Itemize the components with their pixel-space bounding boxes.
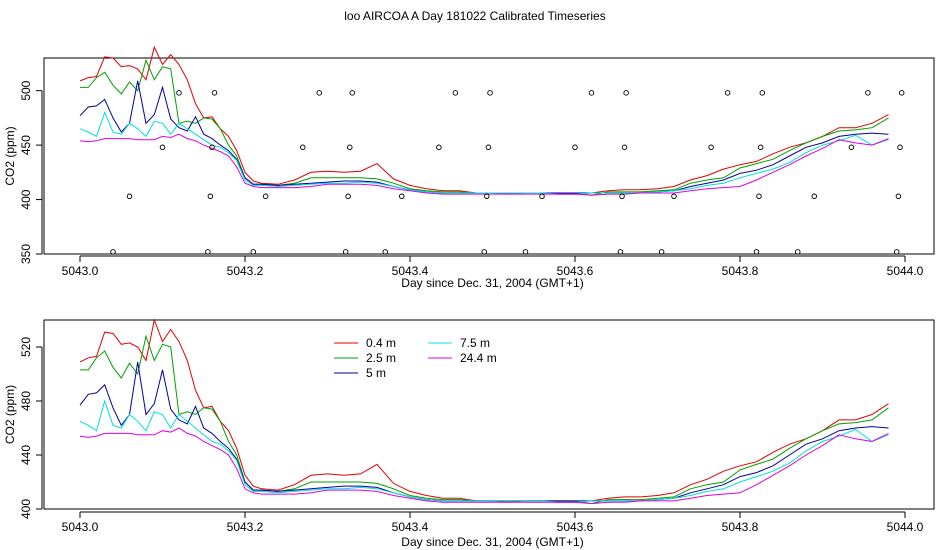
marker-point [756,193,762,200]
y-axis-label: CO2 (ppm) [3,126,17,185]
y-tick-label: 440 [19,445,33,465]
marker-point [588,90,595,96]
marker-point [724,90,731,96]
marker-point [481,249,488,255]
x-axis-label: Day since Dec. 31, 2004 (GMT+1) [401,276,583,290]
marker-point [757,144,764,151]
x-tick-label: 5043.0 [62,520,99,534]
marker-point [894,249,900,255]
series-line-5-m [79,361,889,502]
x-tick-label: 5043.0 [62,264,99,278]
marker-point [865,90,871,96]
marker-point [897,144,903,151]
y-tick-label: 500 [19,80,33,100]
y-tick-label: 350 [19,244,33,264]
x-tick-label: 5043.2 [227,520,264,534]
marker-point [382,249,389,255]
panel-2: 5043.0 5043.2 5043.4 5043.6 5043.8 5044.0 Day … [3,318,935,549]
legend: 0.4 m2.5 m5 m 7.5 m24.4 m [334,336,497,380]
series-line-2-5-m [80,334,889,505]
marker-point [436,144,442,151]
x-tick-label: 5043.6 [557,264,594,278]
series-line-2-5-m [80,58,889,196]
plot-frame [43,57,935,255]
marker-point [452,90,459,96]
y-tick-label: 400 [19,499,33,519]
plot-frame [43,319,935,510]
marker-point [621,144,628,151]
series-line-24-4-m [79,427,889,505]
marker-point [209,144,215,151]
marker-point [759,90,766,96]
marker-point [485,144,492,151]
series-line-5-m [79,80,889,194]
legend-label: 0.4 m [366,336,396,350]
series-line-0-4-m [79,318,889,503]
marker-point [262,193,269,200]
y-tick-label: 480 [19,391,33,411]
y-tick-label: 520 [19,337,33,357]
marker-point [895,193,902,200]
series-line-24-4-m [79,133,889,196]
panel-1: 5043.0 5043.2 5043.4 5043.6 5043.8 5044.0 Day … [3,45,935,290]
marker-point [316,90,323,96]
marker-point [349,90,356,96]
marker-point [176,90,182,96]
marker-point [617,249,624,255]
marker-point [671,193,677,200]
marker-point [483,193,490,200]
x-tick-label: 5043.4 [392,520,429,534]
series-line-7-5-m [79,399,889,503]
marker-point [848,144,855,151]
marker-point [522,249,529,255]
x-tick-label: 5043.8 [722,264,759,278]
marker-point [211,90,218,96]
legend-label: 5 m [366,366,386,380]
marker-point [811,193,818,200]
y-tick-label: 400 [19,189,33,209]
marker-point [250,249,256,255]
marker-point [658,249,665,255]
marker-point [623,90,629,96]
marker-point [708,144,714,151]
y-tick-label: 450 [19,135,33,155]
marker-point [539,193,545,200]
series-line-0-4-m [79,45,889,195]
x-tick-label: 5043.4 [392,264,429,278]
marker-point [619,193,625,200]
marker-point [347,144,353,151]
marker-point [300,144,306,151]
series-line-7-5-m [79,110,889,195]
marker-point [487,90,493,96]
y-axis-label: CO2 (ppm) [3,385,17,444]
marker-point [342,249,349,255]
marker-point [753,249,760,255]
marker-point [345,193,351,200]
marker-point [205,249,211,255]
marker-point [572,144,578,151]
marker-point [159,144,166,151]
chart-title: loo AIRCOA A Day 181022 Calibrated Times… [344,9,606,23]
x-tick-label: 5043.2 [227,264,264,278]
x-tick-label: 5044.0 [887,264,924,278]
x-axis-label: Day since Dec. 31, 2004 (GMT+1) [401,535,583,549]
marker-point [399,193,405,200]
legend-label: 2.5 m [366,351,396,365]
legend-label: 24.4 m [460,351,497,365]
marker-point [126,193,133,200]
marker-point [110,249,116,255]
x-tick-label: 5043.8 [722,520,759,534]
legend-label: 7.5 m [460,336,490,350]
marker-point [207,193,214,200]
x-tick-label: 5044.0 [887,520,924,534]
marker-point [898,90,905,96]
marker-point [795,249,801,255]
x-tick-label: 5043.6 [557,520,594,534]
